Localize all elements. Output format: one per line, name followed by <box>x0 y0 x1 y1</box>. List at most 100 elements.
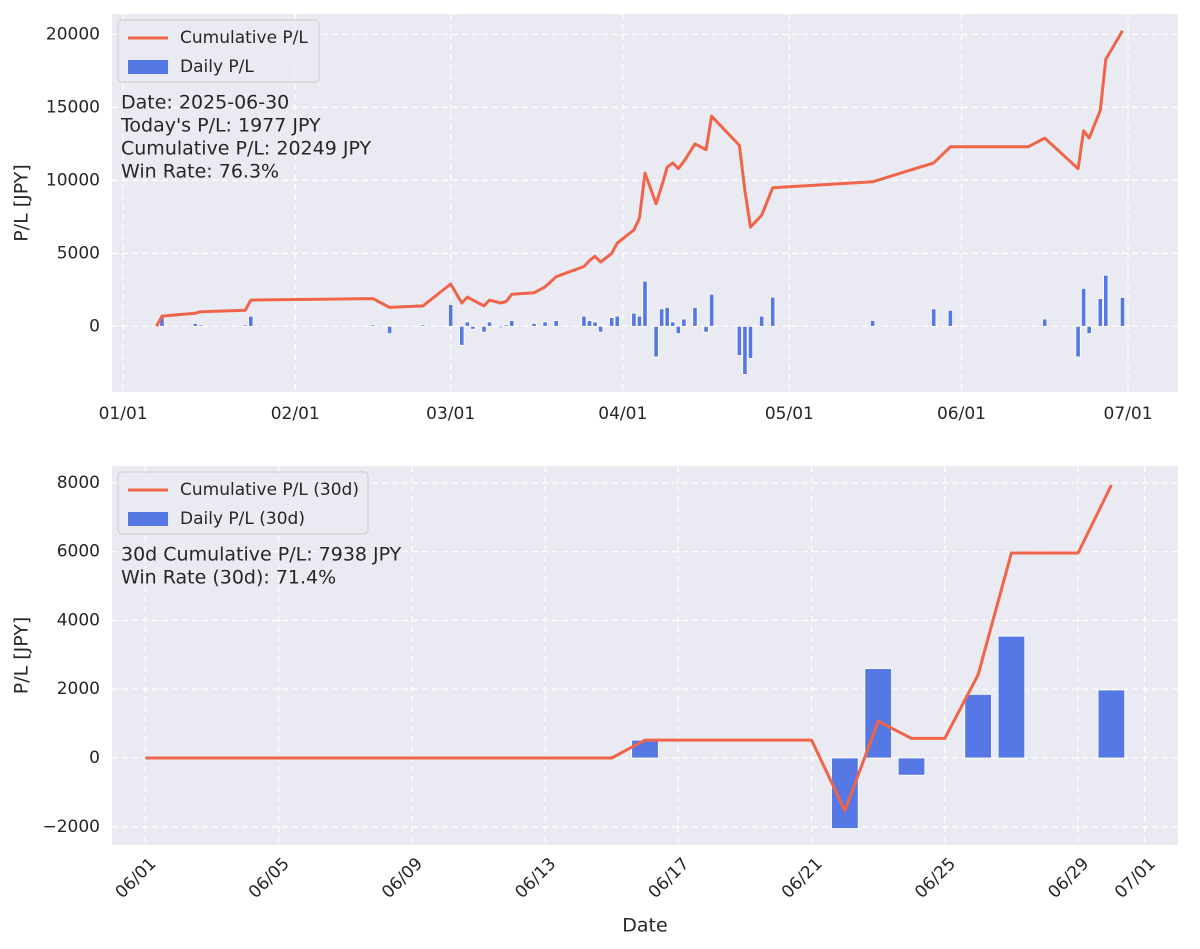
x-tick-label: 02/01 <box>271 404 320 424</box>
x-tick-label: 04/01 <box>598 404 647 424</box>
x-tick-label: 07/01 <box>1111 854 1160 903</box>
annotation: Date: 2025-06-30 <box>121 92 289 114</box>
bar <box>192 323 198 327</box>
x-tick-label: 06/13 <box>511 854 560 903</box>
annotation: Win Rate (30d): 71.4% <box>121 567 336 589</box>
legend-label: Cumulative P/L (30d) <box>180 480 359 500</box>
bar <box>198 324 204 327</box>
annotation: 30d Cumulative P/L: 7938 JPY <box>121 544 402 566</box>
bar <box>897 757 926 776</box>
bar <box>642 280 648 327</box>
bar <box>747 325 754 359</box>
bar <box>670 321 676 327</box>
line <box>145 484 1113 813</box>
y-tick-label: 10000 <box>46 170 100 190</box>
bar <box>1119 297 1126 327</box>
x-tick-label: 06/09 <box>378 854 427 903</box>
bar <box>997 635 1026 759</box>
bar <box>964 693 992 759</box>
y-axis-label: P/L [JPY] <box>11 164 33 242</box>
y-tick-label: 15000 <box>46 97 100 117</box>
y-tick-label: 5000 <box>57 243 100 263</box>
x-tick-label: 01/01 <box>99 404 148 424</box>
bar <box>758 315 765 327</box>
bar <box>459 325 465 346</box>
x-tick-label: 06/25 <box>911 854 960 903</box>
x-tick-label: 05/01 <box>765 404 814 424</box>
x-axis-label: Date <box>622 915 667 937</box>
legend-label: Cumulative P/L <box>180 28 308 48</box>
bar <box>597 325 604 333</box>
bar <box>1042 318 1048 327</box>
x-tick-label: 06/01 <box>937 404 986 424</box>
x-tick-label: 06/01 <box>112 854 161 903</box>
bar <box>709 293 715 327</box>
bar <box>636 315 643 327</box>
bar <box>653 325 659 358</box>
x-tick-label: 06/17 <box>645 854 694 903</box>
bar <box>503 324 509 327</box>
bar <box>586 320 593 327</box>
y-tick-label: 2000 <box>57 679 100 699</box>
bar <box>1097 298 1103 327</box>
bar <box>659 308 665 327</box>
bar <box>614 315 620 327</box>
y-axis-label: P/L [JPY] <box>11 617 33 695</box>
bar <box>481 325 487 333</box>
legend-box <box>117 19 320 83</box>
bar <box>631 739 659 759</box>
bar <box>486 321 493 327</box>
bar <box>675 325 681 335</box>
bar <box>870 320 876 327</box>
bar <box>242 324 248 327</box>
bar <box>609 317 615 327</box>
legend-label: Daily P/L (30d) <box>180 509 305 529</box>
bar <box>464 321 470 327</box>
bar <box>420 324 426 327</box>
bar <box>386 325 393 335</box>
bar <box>1086 325 1092 335</box>
bar <box>542 321 548 327</box>
bar <box>770 296 776 327</box>
bar <box>931 308 937 327</box>
bar <box>1103 274 1109 327</box>
annotation: Cumulative P/L: 20249 JPY <box>121 138 371 160</box>
x-tick-label: 06/05 <box>245 854 294 903</box>
legend-patch <box>128 512 168 526</box>
bar <box>664 306 670 327</box>
y-tick-label: 20000 <box>46 24 100 44</box>
bar <box>370 324 376 327</box>
y-tick-label: 0 <box>89 748 100 768</box>
x-tick-label: 03/01 <box>426 404 475 424</box>
bar <box>509 320 515 327</box>
x-tick-label: 06/29 <box>1044 854 1093 903</box>
x-tick-label: 06/21 <box>778 854 827 903</box>
subplot: 0 5000 10000 15000 20000 01/01 02/01 03/01 04/01… <box>11 14 1178 424</box>
bar <box>470 325 476 330</box>
legend-patch <box>128 60 168 74</box>
bar <box>736 325 743 356</box>
bar <box>248 315 254 327</box>
legend-label: Daily P/L <box>180 57 254 77</box>
bar <box>592 321 598 327</box>
bar <box>631 312 637 327</box>
annotation: Today's P/L: 1977 JPY <box>120 115 321 137</box>
x-tick-label: 07/01 <box>1104 404 1153 424</box>
bar <box>692 306 698 327</box>
bar <box>1080 287 1087 327</box>
bar <box>742 325 748 375</box>
subplot: −2000 0 2000 4000 6000 8000 06/01 06/05 06/09 06/… <box>11 466 1178 937</box>
bar <box>581 315 587 327</box>
bar <box>531 323 537 327</box>
bar <box>947 309 953 327</box>
line <box>155 30 1124 328</box>
bar <box>703 325 709 333</box>
legend-box <box>117 471 369 535</box>
y-tick-label: 6000 <box>57 542 100 562</box>
bar <box>498 325 504 329</box>
y-tick-label: 4000 <box>57 610 100 630</box>
y-tick-label: −2000 <box>42 817 100 837</box>
bar <box>553 320 559 327</box>
y-tick-label: 0 <box>89 316 100 336</box>
